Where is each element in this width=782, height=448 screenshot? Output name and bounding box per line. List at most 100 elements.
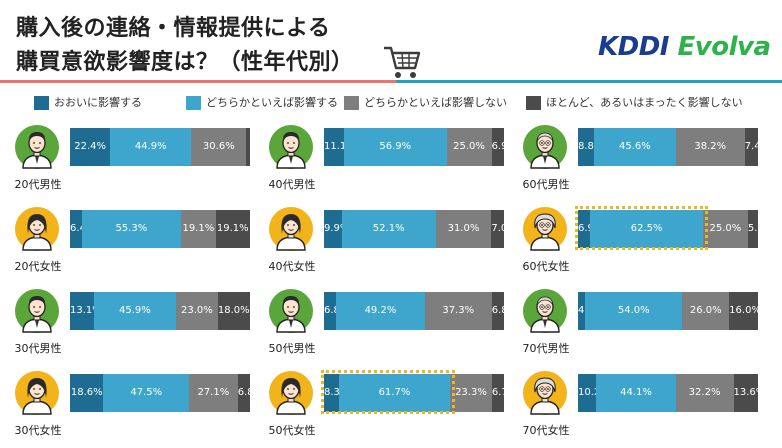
bar-segment: 13.1% (70, 292, 102, 330)
bar-segment: 6.8% (324, 292, 349, 330)
bar-segment: 44.9% (110, 128, 192, 166)
data-label: 16.0% (729, 305, 761, 316)
legend-swatch (344, 96, 359, 110)
legend-label: おおいに影響する (54, 96, 142, 109)
stacked-bar: 11.1% 56.9% 25.0% 6.9% (324, 128, 517, 166)
stacked-bar: 6.9%62.5%25.0%5.6% (578, 210, 774, 248)
data-label: 8.3% (324, 387, 350, 398)
data-label: 31.0% (447, 223, 480, 234)
data-label: 55.3% (115, 223, 148, 234)
stacked-bar: 10.2% 44.1% 32.2% 13.6% (578, 374, 765, 412)
data-label: 5.6% (747, 223, 774, 234)
logo-evolva: Evolva (677, 32, 771, 62)
data-label: 18.6% (70, 387, 103, 398)
bar-segment: 23.3% (449, 374, 492, 412)
data-label: 25.0% (709, 223, 742, 234)
bar-segment: 6.7% (491, 374, 518, 412)
stacked-bar: 6.4% 55.3% 19.1%19.1% (70, 210, 250, 248)
bar-segment: 32.2% (675, 374, 734, 412)
bar-segment: 25.0% (446, 128, 492, 166)
bar-segment: 7.0% (491, 210, 517, 248)
data-label: 8.8% (578, 141, 604, 152)
legend-swatch (34, 96, 49, 110)
category-label: 60代女性 (522, 260, 570, 273)
bar-segment: 55.3% (81, 210, 182, 248)
bar-segment: 47.5% (103, 374, 189, 412)
female-avatar-icon (15, 207, 59, 251)
bar-segment: 6.8% (237, 374, 263, 412)
data-label: 6.8% (491, 305, 518, 316)
bar-segment: 11.1% (324, 128, 356, 166)
data-label: 18.0% (217, 305, 250, 316)
male-avatar-icon (523, 289, 567, 333)
data-label: 4.0% (578, 292, 603, 330)
data-label: 62.5% (630, 223, 663, 234)
logo-kddi: KDDI (598, 32, 678, 62)
data-label: 44.1% (620, 387, 652, 398)
kddi-evolva-logo: KDDI Evolva (598, 32, 771, 62)
header-rule-blue (396, 80, 782, 83)
bar-segment: 4.0% (578, 292, 603, 330)
bar-segment: 37.3% (424, 292, 492, 330)
data-label: 38.2% (694, 141, 727, 152)
data-label: 9.9% (324, 223, 350, 234)
chart-panel: 30代女性 18.6% 47.5% 27.1% 6.8% (10, 368, 263, 448)
bar-segment: 7.4% (744, 128, 770, 166)
male-avatar-icon (15, 125, 59, 169)
stacked-bar: 8.8% 45.6% 38.2% 7.4% (578, 128, 770, 166)
data-label: 44.9% (134, 141, 167, 152)
bar-segment: 45.6% (593, 128, 676, 166)
bar-segment: 49.2% (336, 292, 425, 330)
female-avatar-icon (523, 207, 567, 251)
bar-segment: 6.4% (70, 210, 95, 248)
highlight-box (321, 370, 455, 414)
male-avatar-icon (523, 125, 567, 169)
stacked-bar: 13.1% 45.9% 23.0% 18.0% (70, 292, 250, 330)
female-avatar-icon (15, 371, 59, 415)
male-avatar-icon (15, 289, 59, 333)
female-avatar-icon (269, 371, 313, 415)
bar-segment: 6.9% (491, 128, 517, 166)
legend-label: ほとんど、あるいはまったく影響しない (546, 96, 743, 109)
bar-segment: 22.4% (70, 128, 111, 166)
bar-segment: 18.0% (217, 292, 250, 330)
stacked-bar: 8.3% 61.7% 23.3% 6.7% (324, 374, 518, 412)
data-label: 23.0% (180, 305, 213, 316)
bar-segment: 52.1% (341, 210, 436, 248)
bar-segment: 9.9% (324, 210, 350, 248)
category-label: 50代女性 (268, 424, 316, 437)
data-label: 19.1% (216, 223, 249, 234)
data-label: 10.2% (578, 387, 610, 398)
bar-segment: 8.3% (324, 374, 350, 412)
bar-segment: 25.0% (702, 210, 748, 248)
data-label: 45.9% (118, 305, 151, 316)
male-avatar-icon (269, 125, 313, 169)
data-label: 6.7% (491, 387, 518, 398)
data-label: 61.7% (378, 387, 411, 398)
data-label: 23.3% (455, 387, 487, 398)
data-label: 52.1% (372, 223, 405, 234)
chart-panel: 50代女性 8.3% 61.7% 23.3% 6.7% (264, 368, 518, 448)
data-label: 6.8% (324, 292, 349, 330)
data-label: 6.4% (70, 210, 95, 248)
data-label: 26.0% (689, 305, 722, 316)
category-label: 40代男性 (268, 178, 316, 191)
category-label: 40代女性 (268, 260, 316, 273)
data-label: 22.4% (74, 141, 107, 152)
bar-segment: 44.1% (596, 374, 676, 412)
female-avatar-icon (523, 371, 567, 415)
data-label (246, 128, 250, 166)
data-label: 32.2% (688, 387, 721, 398)
bar-segment: 10.2% (578, 374, 610, 412)
bar-segment: 5.6% (747, 210, 774, 248)
data-label: 11.1% (324, 141, 356, 152)
chart-panel: 20代男性 22.4% 44.9% 30.6% (10, 122, 260, 202)
data-label: 19.1% (182, 223, 215, 234)
bar-segment: 16.0% (729, 292, 761, 330)
bar-segment: 27.1% (188, 374, 238, 412)
legend-label: どちらかといえば影響しない (364, 96, 507, 109)
bar-segment: 62.5% (590, 210, 703, 248)
data-label: 13.1% (70, 305, 102, 316)
bar-segment (246, 128, 250, 166)
